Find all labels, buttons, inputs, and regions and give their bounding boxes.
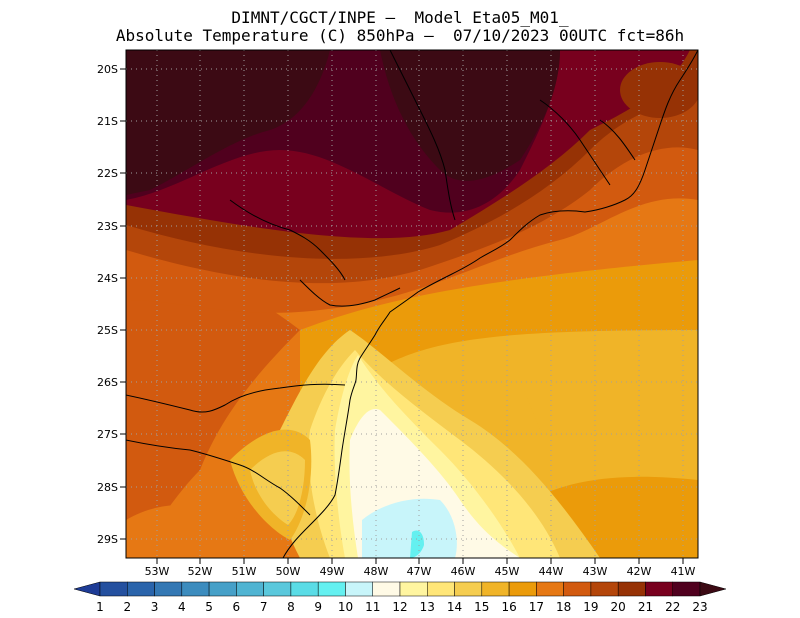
lon-label: 47W bbox=[407, 565, 432, 578]
lat-label: 27S bbox=[97, 428, 118, 441]
colorbar-label: 2 bbox=[123, 600, 131, 614]
lon-label: 42W bbox=[627, 565, 652, 578]
lon-label: 43W bbox=[583, 565, 608, 578]
colorbar-label: 10 bbox=[338, 600, 353, 614]
lat-label: 26S bbox=[97, 376, 118, 389]
colorbar-segment bbox=[317, 581, 346, 597]
colorbar-label: 4 bbox=[178, 600, 186, 614]
colorbar-segment bbox=[345, 581, 373, 597]
figure-title-line-1: DIMNT/CGCT/INPE — Model Eta05_M01_ bbox=[231, 8, 569, 27]
colorbar-label: 16 bbox=[501, 600, 516, 614]
colorbar-label: 23 bbox=[692, 600, 707, 614]
colorbar-segment bbox=[290, 581, 319, 597]
latitude-labels: 20S 21S 22S 23S 24S 25S 26S 27S 28S 29S bbox=[97, 63, 118, 546]
colorbar-label: 22 bbox=[665, 600, 680, 614]
colorbar-label: 20 bbox=[611, 600, 626, 614]
colorbar-segment bbox=[617, 581, 646, 597]
colorbar-segments bbox=[73, 581, 727, 597]
coastline bbox=[282, 50, 698, 558]
colorbar-label: 1 bbox=[96, 600, 104, 614]
colorbar-label: 9 bbox=[314, 600, 322, 614]
colorbar-label: 7 bbox=[260, 600, 268, 614]
colorbar-arrow-high bbox=[699, 581, 727, 597]
colorbar-label: 17 bbox=[529, 600, 544, 614]
colorbar-label: 3 bbox=[151, 600, 159, 614]
lon-label: 45W bbox=[495, 565, 520, 578]
colorbar-label: 18 bbox=[556, 600, 571, 614]
colorbar-segment bbox=[127, 581, 155, 597]
colorbar-segment bbox=[181, 581, 210, 597]
colorbar-label: 5 bbox=[205, 600, 213, 614]
state-border bbox=[299, 279, 401, 307]
colorbar-segment bbox=[454, 581, 483, 597]
lat-label: 23S bbox=[97, 220, 118, 233]
colorbar-labels: 1 2 3 4 5 6 7 8 9 10 11 12 13 14 15 16 17 18 19 20 21 22 23 bbox=[96, 600, 707, 614]
lat-label: 22S bbox=[97, 167, 118, 180]
lon-label: 51W bbox=[232, 565, 257, 578]
longitude-labels: 53W 52W 51W 50W 49W 48W 47W 46W 45W 44W … bbox=[145, 565, 696, 578]
colorbar-label: 13 bbox=[420, 600, 435, 614]
lat-label: 28S bbox=[97, 481, 118, 494]
lon-label: 44W bbox=[539, 565, 564, 578]
map-frame bbox=[125, 49, 699, 559]
colorbar-segment bbox=[99, 581, 128, 597]
colorbar-segment bbox=[399, 581, 428, 597]
colorbar-label: 6 bbox=[233, 600, 241, 614]
figure-title-line-2: Absolute Temperature (C) 850hPa — 07/10/… bbox=[115, 26, 685, 45]
colorbar-label: 12 bbox=[392, 600, 407, 614]
map-grid bbox=[126, 50, 698, 558]
coastline-and-borders bbox=[126, 50, 698, 558]
lat-label: 20S bbox=[97, 63, 118, 76]
colorbar-segment bbox=[154, 581, 183, 597]
colorbar-segment bbox=[372, 581, 401, 597]
colorbar-segment bbox=[508, 581, 537, 597]
colorbar-label: 19 bbox=[583, 600, 598, 614]
colorbar-label: 21 bbox=[638, 600, 653, 614]
state-border bbox=[599, 119, 636, 161]
lon-label: 50W bbox=[276, 565, 301, 578]
lat-label: 29S bbox=[97, 533, 118, 546]
colorbar-segment bbox=[208, 581, 237, 597]
state-border bbox=[126, 439, 311, 516]
colorbar-label: 15 bbox=[474, 600, 489, 614]
lon-label: 41W bbox=[671, 565, 696, 578]
lon-label: 48W bbox=[364, 565, 389, 578]
axis-ticks bbox=[120, 68, 684, 564]
colorbar-segment bbox=[536, 581, 564, 597]
colorbar-arrow-low bbox=[73, 581, 101, 597]
state-border bbox=[126, 383, 346, 413]
colorbar-segment bbox=[672, 581, 701, 597]
lon-label: 52W bbox=[188, 565, 213, 578]
colorbar-segment bbox=[645, 581, 673, 597]
colorbar-label: 11 bbox=[365, 600, 380, 614]
state-border bbox=[229, 199, 346, 281]
lat-label: 24S bbox=[97, 272, 118, 285]
colorbar-segment bbox=[236, 581, 264, 597]
colorbar-segment bbox=[563, 581, 592, 597]
lon-label: 53W bbox=[145, 565, 170, 578]
colorbar-segment bbox=[263, 581, 292, 597]
state-border bbox=[539, 99, 611, 186]
colorbar-label: 8 bbox=[287, 600, 295, 614]
temperature-field bbox=[126, 50, 698, 558]
lon-label: 46W bbox=[451, 565, 476, 578]
lon-label: 49W bbox=[320, 565, 345, 578]
lat-label: 25S bbox=[97, 324, 118, 337]
state-border bbox=[389, 50, 456, 221]
colorbar-segment bbox=[427, 581, 455, 597]
colorbar-label: 14 bbox=[447, 600, 462, 614]
colorbar-segment bbox=[590, 581, 619, 597]
lat-label: 21S bbox=[97, 115, 118, 128]
colorbar-segment bbox=[481, 581, 510, 597]
